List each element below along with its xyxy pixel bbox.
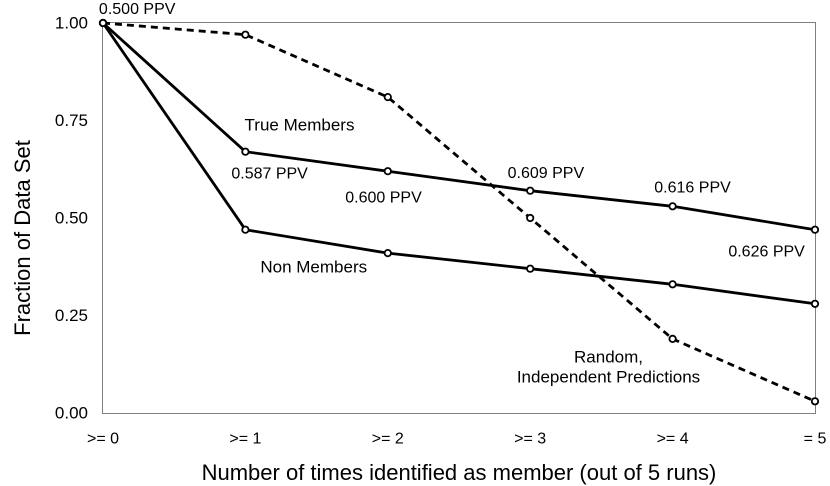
data-point-marker	[241, 147, 250, 156]
data-point-marker	[668, 280, 677, 289]
x-tick-label: >= 0	[87, 431, 119, 448]
x-tick-label: = 5	[804, 431, 827, 448]
data-point-marker	[668, 202, 677, 211]
data-point-marker	[668, 334, 677, 343]
data-point-marker	[383, 249, 392, 258]
series-line-non-members	[101, 22, 816, 306]
data-point-marker	[241, 225, 250, 234]
plot-frame	[102, 22, 816, 414]
y-tick-label: 0.50	[55, 209, 88, 228]
ppv-annotation: 0.609 PPV	[508, 165, 585, 182]
ppv-annotation: 0.616 PPV	[654, 179, 731, 196]
series-label: Random,	[574, 347, 643, 366]
x-tick-label: >= 3	[514, 431, 546, 448]
y-tick-label: 0.75	[55, 111, 88, 130]
data-point-marker	[810, 397, 820, 406]
ppv-annotation: 0.600 PPV	[345, 190, 422, 207]
data-point-marker	[526, 213, 535, 223]
series-label: Non Members	[260, 258, 367, 277]
ppv-annotation: 0.587 PPV	[231, 165, 308, 182]
data-point-marker	[98, 18, 108, 28]
x-tick-label: >= 2	[372, 431, 404, 448]
data-point-marker	[383, 167, 392, 176]
data-point-marker	[526, 186, 535, 195]
series-line-true-members	[102, 21, 816, 232]
ppv-annotation: 0.626 PPV	[728, 243, 805, 260]
series-line-random-independent-predictions	[102, 21, 816, 403]
data-point-marker	[241, 30, 250, 39]
data-point-marker	[526, 264, 535, 273]
series-label: True Members	[245, 116, 355, 135]
plot-frame-layer	[102, 22, 816, 414]
y-tick-label: 0.25	[55, 306, 88, 325]
marker-layer	[98, 18, 820, 406]
series-label: Independent Predictions	[517, 367, 700, 386]
ppv-annotation: 0.500 PPV	[99, 1, 176, 18]
data-point-marker	[810, 299, 820, 308]
y-axis-title: Fraction of Data Set	[10, 140, 35, 336]
series-layer	[101, 21, 816, 403]
data-point-marker	[810, 225, 820, 234]
x-axis-title: Number of times identified as member (ou…	[202, 460, 717, 485]
x-tick-label: >= 1	[229, 431, 261, 448]
y-tick-label: 0.00	[55, 404, 88, 423]
y-tick-label: 1.00	[55, 14, 88, 33]
data-point-marker	[383, 93, 392, 102]
text-layer: 1.00 0.75 0.50 0.25 0.00 >= 0 >= 1 >= 2 >= 3 >= 4…	[55, 1, 827, 448]
x-tick-label: >= 4	[657, 431, 689, 448]
